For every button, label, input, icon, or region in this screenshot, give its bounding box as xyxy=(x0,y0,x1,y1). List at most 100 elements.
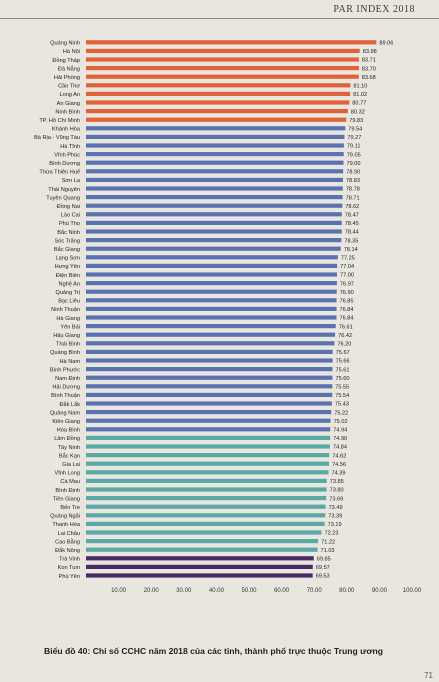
category-label: Gia Lai xyxy=(62,462,80,468)
category-label: Hà Nam xyxy=(59,359,80,365)
value-label: 89.06 xyxy=(379,41,393,47)
value-label: 73.80 xyxy=(330,488,344,494)
value-label: 73.19 xyxy=(328,522,342,528)
bar xyxy=(86,255,338,260)
bar xyxy=(86,126,346,131)
x-tick-label: 100.00 xyxy=(403,588,422,594)
bar xyxy=(86,298,337,303)
bar xyxy=(86,289,337,294)
chart-caption: Biểu đồ 40: Chỉ số CCHC năm 2018 của các… xyxy=(44,646,383,656)
value-label: 73.85 xyxy=(330,479,344,485)
value-label: 75.55 xyxy=(335,385,349,391)
bar xyxy=(86,556,314,561)
category-label: Vĩnh Long xyxy=(54,471,80,477)
category-label: Hà Giang xyxy=(56,316,80,322)
category-label: Hải Dương xyxy=(52,385,80,391)
bar xyxy=(86,410,332,415)
value-label: 77.25 xyxy=(341,256,355,262)
bar xyxy=(86,349,333,354)
value-label: 71.22 xyxy=(321,539,335,545)
bar xyxy=(86,392,333,397)
value-label: 76.61 xyxy=(339,324,353,330)
category-label: Quảng Ngãi xyxy=(50,514,80,520)
value-label: 78.90 xyxy=(346,170,360,176)
bar xyxy=(86,341,335,346)
bar xyxy=(86,573,313,578)
x-tick-label: 90.00 xyxy=(372,588,388,594)
value-label: 73.39 xyxy=(328,514,342,520)
category-label: Khánh Hòa xyxy=(52,127,81,133)
value-label: 74.90 xyxy=(333,436,347,442)
category-label: Bắc Ninh xyxy=(57,229,80,236)
value-label: 78.47 xyxy=(345,213,359,219)
category-label: Lào Cai xyxy=(61,213,80,219)
category-label: Bến Tre xyxy=(60,505,80,511)
bar xyxy=(86,453,330,458)
page-number: 71 xyxy=(424,671,433,680)
value-label: 74.84 xyxy=(333,445,347,451)
bar xyxy=(86,324,336,329)
category-label: Bắc Giang xyxy=(54,246,80,253)
category-label: Đồng Tháp xyxy=(52,58,80,64)
value-label: 76.97 xyxy=(340,281,354,287)
value-label: 79.00 xyxy=(347,161,361,167)
bar xyxy=(86,57,359,62)
category-label: Ninh Bình xyxy=(55,109,80,115)
category-label: Sóc Trăng xyxy=(55,238,81,244)
x-tick-label: 20.00 xyxy=(144,588,160,594)
value-label: 83.70 xyxy=(362,66,376,72)
value-label: 74.39 xyxy=(332,471,346,477)
bar xyxy=(86,418,331,423)
category-label: TP. Hồ Chí Minh xyxy=(39,118,80,124)
bar xyxy=(86,48,360,53)
value-label: 69.85 xyxy=(317,557,331,563)
bar xyxy=(86,444,330,449)
category-label: Phú Thọ xyxy=(59,221,80,227)
bar xyxy=(86,461,330,466)
value-label: 77.04 xyxy=(340,264,354,270)
category-label: Quảng Ninh xyxy=(50,41,80,47)
category-label: Ninh Thuận xyxy=(51,307,80,313)
bar xyxy=(86,66,359,71)
category-label: Hậu Giang xyxy=(53,333,80,339)
bar xyxy=(86,40,377,45)
value-label: 75.22 xyxy=(334,410,348,416)
category-label: Thái Bình xyxy=(56,342,80,348)
category-label: Thái Nguyên xyxy=(48,187,80,193)
value-label: 83.98 xyxy=(363,49,377,55)
bar xyxy=(86,478,327,483)
bar xyxy=(86,521,325,526)
category-label: Hà Tĩnh xyxy=(60,144,80,150)
category-label: Cao Bằng xyxy=(55,538,80,545)
value-label: 81.10 xyxy=(353,84,367,90)
bar xyxy=(86,487,327,492)
category-label: Thừa Thiên Huế xyxy=(39,170,81,176)
bar xyxy=(86,212,342,217)
category-label: Bắc Kạn xyxy=(59,452,80,459)
category-label: Kiên Giang xyxy=(52,419,80,425)
x-tick-label: 70.00 xyxy=(307,588,323,594)
category-label: Bạc Liêu xyxy=(58,299,80,305)
category-label: Bình Dương xyxy=(49,161,80,167)
bar xyxy=(86,513,326,518)
category-label: Kon Tum xyxy=(58,565,81,571)
value-label: 78.78 xyxy=(346,187,360,193)
category-label: Bình Định xyxy=(55,488,80,494)
bar xyxy=(86,220,342,225)
category-label: Vĩnh Phúc xyxy=(54,152,80,158)
value-label: 80.77 xyxy=(352,101,366,107)
value-label: 74.56 xyxy=(332,462,346,468)
bar xyxy=(86,152,344,157)
value-label: 75.02 xyxy=(334,419,348,425)
value-label: 69.57 xyxy=(316,565,330,571)
value-label: 79.11 xyxy=(347,144,361,150)
bar xyxy=(86,470,329,475)
bar xyxy=(86,91,351,96)
bar xyxy=(86,177,343,182)
bar xyxy=(86,117,347,122)
header-title: PAR INDEX 2018 xyxy=(333,4,415,15)
value-label: 78.44 xyxy=(345,230,359,236)
category-label: Trà Vinh xyxy=(59,557,80,563)
category-label: Quảng Bình xyxy=(50,350,80,356)
value-label: 76.42 xyxy=(338,333,352,339)
